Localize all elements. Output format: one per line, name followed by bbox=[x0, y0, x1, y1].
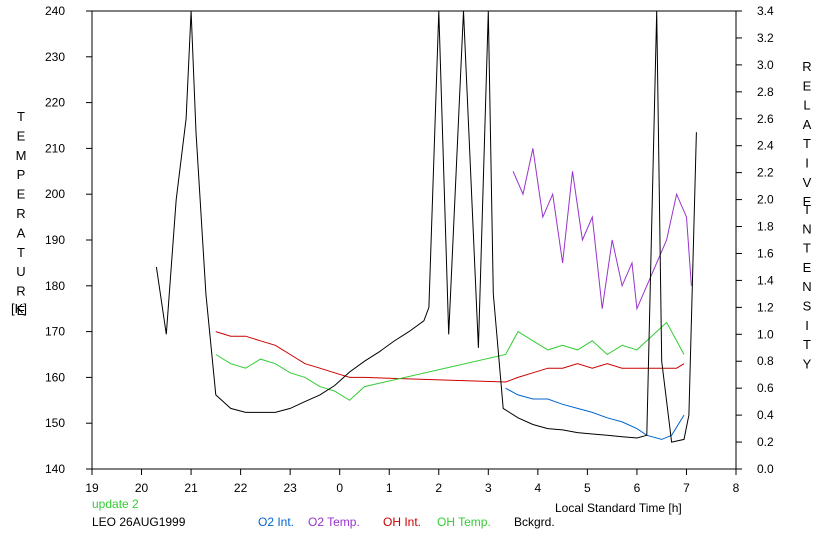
left-label-letter: M bbox=[16, 148, 27, 163]
x-tick-label: 22 bbox=[234, 481, 248, 495]
left-label-letter: E bbox=[17, 187, 26, 202]
left-label-letter: R bbox=[16, 284, 25, 299]
y-right-tick-label: 1.2 bbox=[757, 300, 774, 314]
x-tick-label: 0 bbox=[336, 481, 343, 495]
series-line-bckgrd bbox=[155, 10, 697, 443]
y-right-tick-label: 1.0 bbox=[757, 327, 774, 341]
y-right-tick-label: 2.2 bbox=[757, 166, 774, 180]
y-right-tick-label: 2.0 bbox=[757, 193, 774, 207]
y-right-tick-label: 2.8 bbox=[757, 85, 774, 99]
legend-entry: Bckgrd. bbox=[514, 515, 555, 529]
y-right-tick-label: 0.2 bbox=[757, 435, 774, 449]
right-label-letter: V bbox=[803, 175, 812, 190]
x-tick-label: 8 bbox=[733, 481, 740, 495]
right-label-letter: I bbox=[805, 318, 809, 333]
y-left-tick-label: 140 bbox=[45, 462, 65, 476]
legend-entry: O2 Int. bbox=[258, 515, 295, 529]
y-left-tick-label: 180 bbox=[45, 279, 65, 293]
right-label-letter: T bbox=[803, 136, 811, 151]
y-left-tick-label: 230 bbox=[45, 50, 65, 64]
legend-entry: OH Int. bbox=[383, 515, 422, 529]
axes bbox=[91, 10, 737, 470]
right-label-letter: E bbox=[803, 260, 812, 275]
right-label-letter: S bbox=[803, 299, 812, 314]
y-right-tick-label: 1.8 bbox=[757, 220, 774, 234]
ticks: 19 20 21 22 23 0 1 2 3 4 5 6 7 8140150160170180190200… bbox=[45, 4, 774, 495]
y-left-tick-label: 190 bbox=[45, 233, 65, 247]
y-left-tick-label: 200 bbox=[45, 187, 65, 201]
right-label-letter: I bbox=[805, 202, 809, 217]
update-note: update 2 bbox=[92, 497, 139, 511]
y-right-tick-label: 3.4 bbox=[757, 4, 774, 18]
legend-entry: O2 Temp. bbox=[308, 515, 360, 529]
right-label-letter: R bbox=[802, 59, 811, 74]
left-label-letter: E bbox=[17, 128, 26, 143]
left-label-letter: T bbox=[17, 245, 25, 260]
right-label-letter: Y bbox=[803, 356, 812, 371]
y-right-tick-label: 2.6 bbox=[757, 112, 774, 126]
y-right-tick-label: 0.6 bbox=[757, 381, 774, 395]
x-tick-label: 20 bbox=[135, 481, 149, 495]
right-label-letter: T bbox=[803, 241, 811, 256]
y-right-tick-label: 3.2 bbox=[757, 31, 774, 45]
left-label-letter: T bbox=[17, 109, 25, 124]
right-label-letter: N bbox=[802, 279, 811, 294]
y-left-tick-label: 160 bbox=[45, 370, 65, 384]
right-label-letter: A bbox=[803, 117, 812, 132]
x-axis-label: Local Standard Time [h] bbox=[555, 501, 682, 515]
y-right-tick-label: 3.0 bbox=[757, 58, 774, 72]
series-line-o2-temp bbox=[512, 148, 692, 311]
x-tick-label: 2 bbox=[435, 481, 442, 495]
right-label-letter: N bbox=[802, 221, 811, 236]
series-line-o2-int bbox=[505, 387, 685, 440]
station-date: LEO 26AUG1999 bbox=[92, 515, 186, 529]
y-left-tick-label: 210 bbox=[45, 141, 65, 155]
x-tick-label: 19 bbox=[85, 481, 99, 495]
x-tick-label: 5 bbox=[584, 481, 591, 495]
series-lines bbox=[155, 10, 697, 443]
y-right-tick-label: 1.6 bbox=[757, 246, 774, 260]
left-label-unit: [K] bbox=[11, 301, 27, 316]
right-label-letter: I bbox=[805, 156, 809, 171]
y-right-tick-label: 0.8 bbox=[757, 354, 774, 368]
x-tick-label: 4 bbox=[535, 481, 542, 495]
left-label-letter: R bbox=[16, 206, 25, 221]
y-right-tick-label: 2.4 bbox=[757, 139, 774, 153]
y-left-tick-label: 240 bbox=[45, 4, 65, 18]
y-right-tick-label: 0.0 bbox=[757, 462, 774, 476]
x-tick-label: 7 bbox=[683, 481, 690, 495]
left-label-letter: E bbox=[17, 303, 26, 318]
right-label-letter: E bbox=[803, 194, 812, 209]
right-label-letter: T bbox=[803, 337, 811, 352]
y-left-tick-label: 150 bbox=[45, 416, 65, 430]
x-tick-label: 3 bbox=[485, 481, 492, 495]
x-tick-label: 1 bbox=[386, 481, 393, 495]
left-label-letter: P bbox=[17, 167, 26, 182]
legend-entry: OH Temp. bbox=[437, 515, 491, 529]
left-label-letter: U bbox=[16, 264, 25, 279]
x-tick-label: 21 bbox=[184, 481, 198, 495]
y-left-tick-label: 220 bbox=[45, 96, 65, 110]
right-label-letter: E bbox=[803, 78, 812, 93]
left-label-letter: A bbox=[17, 225, 26, 240]
series-line-oh-int bbox=[215, 331, 685, 383]
y-right-tick-label: 0.4 bbox=[757, 408, 774, 422]
x-tick-label: 23 bbox=[283, 481, 297, 495]
x-tick-label: 6 bbox=[634, 481, 641, 495]
series-line-oh-temp bbox=[215, 321, 685, 401]
right-label-letter: L bbox=[803, 98, 810, 113]
y-left-tick-label: 170 bbox=[45, 325, 65, 339]
y-right-tick-label: 1.4 bbox=[757, 273, 774, 287]
